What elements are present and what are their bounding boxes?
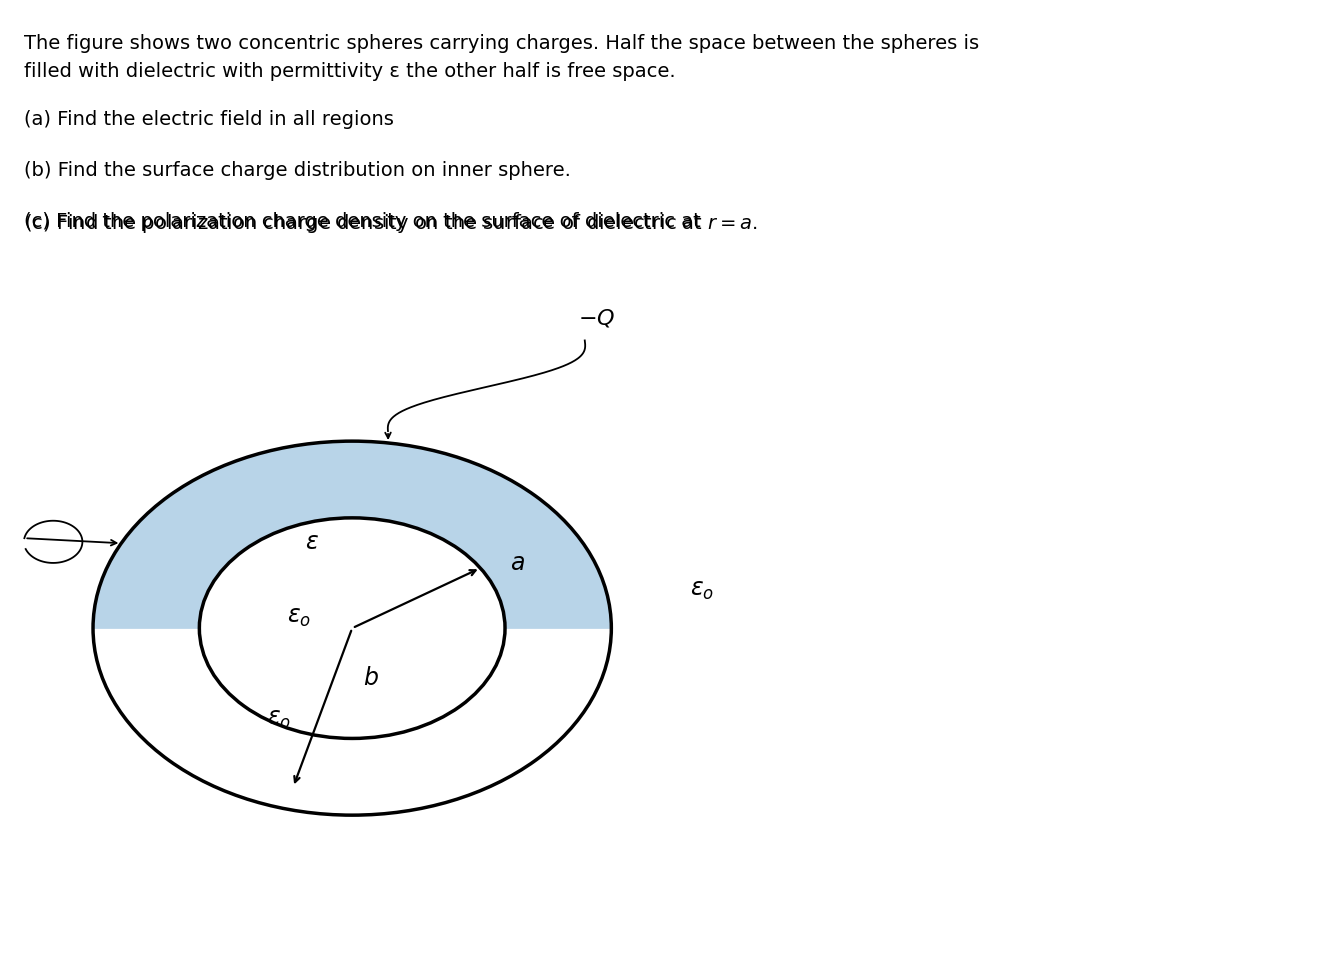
Text: (c) Find the polarization charge density on the surface of dielectric at: (c) Find the polarization charge density… [24, 212, 707, 231]
Text: (b) Find the surface charge distribution on inner sphere.: (b) Find the surface charge distribution… [24, 161, 570, 180]
Polygon shape [93, 441, 611, 628]
Text: The figure shows two concentric spheres carrying charges. Half the space between: The figure shows two concentric spheres … [24, 34, 979, 53]
Circle shape [199, 518, 505, 738]
Text: $-Q$: $-Q$ [578, 307, 615, 329]
Text: $b$: $b$ [363, 666, 379, 690]
Text: $\epsilon_o$: $\epsilon_o$ [287, 604, 311, 629]
Text: (a) Find the electric field in all regions: (a) Find the electric field in all regio… [24, 110, 393, 129]
Text: (c) Find the polarization charge density on the surface of dielectric at $r = a$: (c) Find the polarization charge density… [24, 212, 758, 235]
Text: $\epsilon$: $\epsilon$ [306, 529, 319, 554]
Text: $a$: $a$ [509, 551, 525, 575]
Text: $\epsilon_o$: $\epsilon_o$ [690, 577, 714, 602]
Text: $\epsilon_o$: $\epsilon_o$ [267, 707, 291, 732]
Text: filled with dielectric with permittivity ε the other half is free space.: filled with dielectric with permittivity… [24, 62, 675, 82]
